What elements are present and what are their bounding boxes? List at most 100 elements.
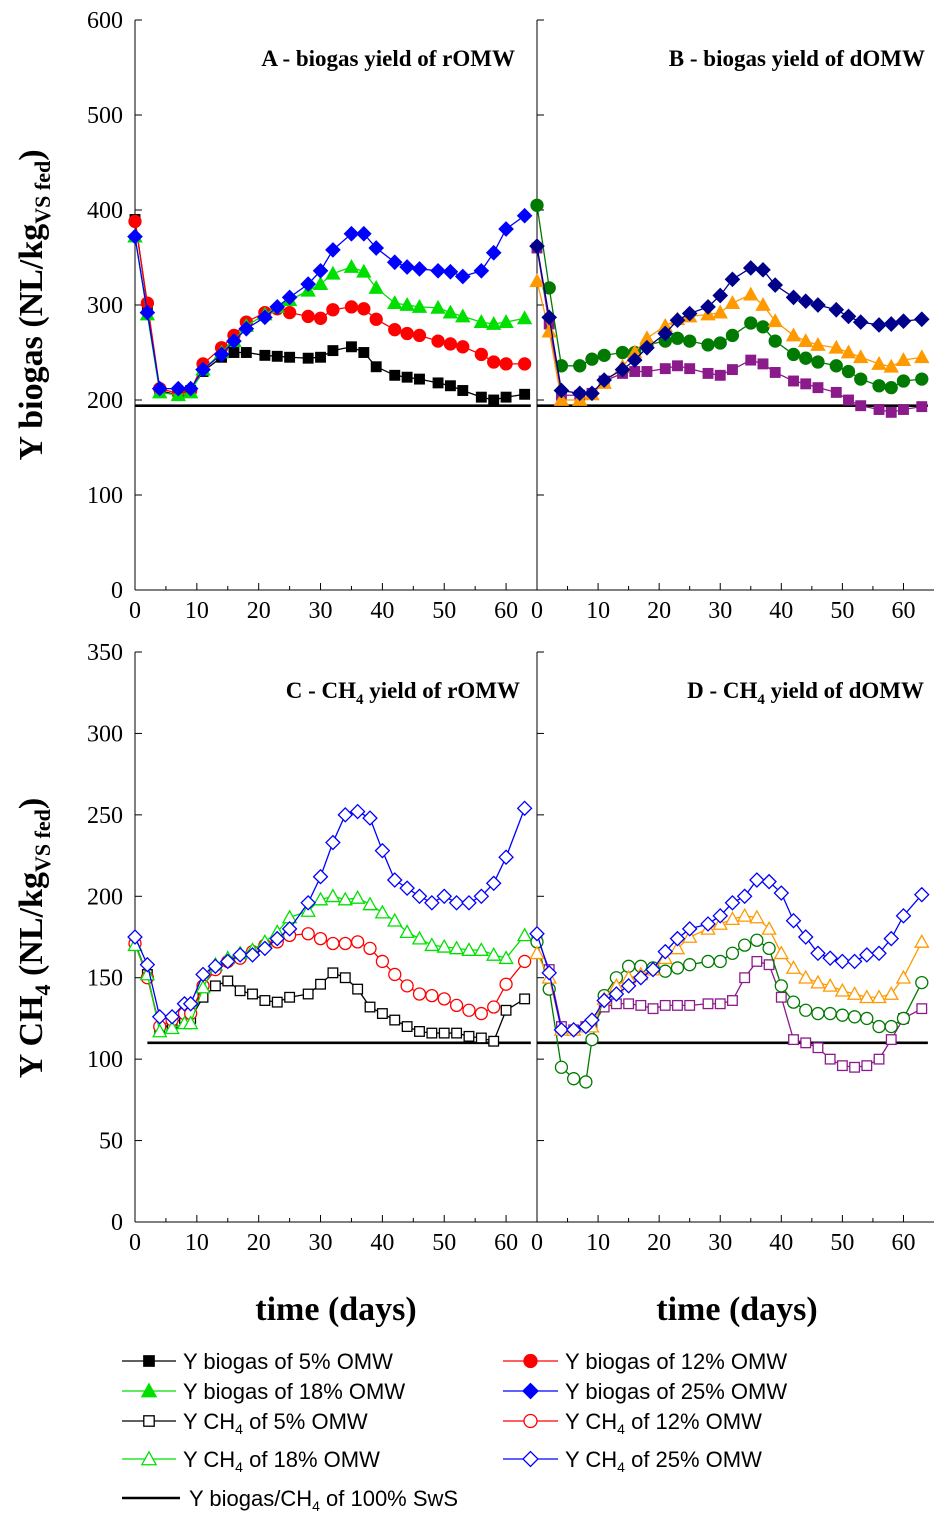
- data-point: [713, 954, 727, 969]
- data-point: [473, 888, 490, 905]
- legend-label: Y biogas of 25% OMW: [565, 1379, 787, 1404]
- data-point: [368, 279, 384, 294]
- data-point: [871, 355, 887, 370]
- data-point: [767, 313, 783, 328]
- data-point: [344, 300, 359, 314]
- y-axis-label-ch4-main: Y CH: [13, 995, 50, 1078]
- x-axis-label-right: time (days): [656, 1291, 817, 1328]
- x-tick-label: 10: [586, 598, 610, 624]
- data-point: [388, 323, 402, 337]
- data-point: [238, 320, 255, 337]
- data-point: [824, 1053, 836, 1065]
- data-point: [725, 946, 740, 960]
- data-point: [726, 364, 738, 376]
- data-point: [499, 977, 513, 991]
- data-point: [486, 946, 502, 961]
- data-point: [834, 982, 851, 997]
- series-4: [127, 800, 533, 1025]
- data-point: [840, 308, 857, 325]
- data-point: [596, 992, 613, 1009]
- data-point: [431, 334, 445, 348]
- data-point: [823, 1006, 837, 1021]
- legend-item: Y CH4 of 25% OMW: [503, 1447, 762, 1475]
- data-point: [517, 357, 532, 371]
- data-point: [182, 1015, 199, 1030]
- data-point: [701, 338, 715, 352]
- data-point: [681, 921, 698, 937]
- data-point: [829, 359, 843, 373]
- data-point: [726, 995, 738, 1006]
- x-tick-label: 50: [830, 1230, 854, 1256]
- data-point: [432, 377, 444, 389]
- data-point: [830, 386, 842, 398]
- data-point: [847, 1010, 862, 1024]
- data-point: [913, 311, 930, 328]
- data-point: [841, 364, 856, 379]
- y-tick-label: 400: [87, 198, 123, 224]
- y-axis-label-biogas-close: ): [13, 149, 50, 160]
- data-point: [788, 375, 799, 387]
- data-point: [487, 355, 501, 369]
- data-point: [860, 1011, 874, 1026]
- data-point: [209, 980, 221, 992]
- data-point: [883, 930, 900, 947]
- data-point: [885, 1034, 897, 1046]
- data-point: [828, 301, 845, 318]
- data-point: [530, 198, 544, 212]
- data-point: [414, 1026, 425, 1037]
- y-tick-label: 200: [87, 884, 123, 910]
- data-point: [898, 404, 909, 415]
- data-point: [312, 891, 329, 906]
- data-point: [352, 983, 364, 995]
- data-point: [244, 947, 261, 963]
- panel-title: D - CH4 yield of dOMW: [687, 678, 924, 708]
- data-point: [659, 999, 671, 1011]
- data-point: [498, 849, 514, 866]
- data-point: [411, 261, 428, 277]
- x-tick-label: 60: [891, 1230, 915, 1256]
- x-tick-label: 20: [247, 598, 271, 624]
- x-axis-label-left: time (days): [255, 1291, 416, 1328]
- data-point: [448, 894, 465, 911]
- data-point: [269, 930, 286, 947]
- x-tick-label: 30: [309, 598, 333, 624]
- x-tick-label: 30: [708, 598, 732, 624]
- data-point: [767, 277, 784, 293]
- data-point: [597, 348, 611, 363]
- series-line: [134, 215, 526, 390]
- legend-item: Y biogas of 18% OMW: [122, 1379, 405, 1404]
- x-tick-label: 50: [432, 598, 456, 624]
- data-point: [375, 954, 390, 969]
- data-point: [854, 372, 868, 386]
- data-point: [401, 371, 413, 383]
- data-point: [785, 327, 802, 342]
- data-point: [219, 953, 236, 970]
- data-point: [315, 351, 326, 363]
- data-point: [430, 299, 446, 314]
- legend-label: Y CH4 of 18% OMW: [183, 1447, 380, 1475]
- data-point: [684, 363, 696, 375]
- data-point: [312, 262, 329, 279]
- data-point: [669, 312, 686, 329]
- data-point: [571, 385, 588, 402]
- data-point: [499, 357, 513, 371]
- data-point: [374, 904, 391, 919]
- data-point: [222, 975, 234, 987]
- x-tick-label: 40: [370, 598, 394, 624]
- data-point: [659, 363, 671, 375]
- y-axis-label-ch4-close: ): [13, 798, 50, 809]
- legend-label: Y biogas of 5% OMW: [183, 1349, 393, 1374]
- x-tick-label: 30: [708, 1230, 732, 1256]
- series-4: [127, 207, 533, 397]
- data-point: [812, 1042, 824, 1054]
- legend-label: Y CH4 of 25% OMW: [565, 1447, 762, 1475]
- data-point: [797, 293, 814, 310]
- legend-marker: [522, 1450, 539, 1468]
- data-point: [712, 287, 729, 304]
- y-tick-label: 200: [87, 388, 123, 414]
- data-point: [641, 366, 653, 377]
- data-point: [399, 924, 415, 939]
- data-point: [810, 297, 826, 313]
- y-tick-label: 0: [111, 1210, 123, 1236]
- y-tick-label: 50: [99, 1129, 123, 1155]
